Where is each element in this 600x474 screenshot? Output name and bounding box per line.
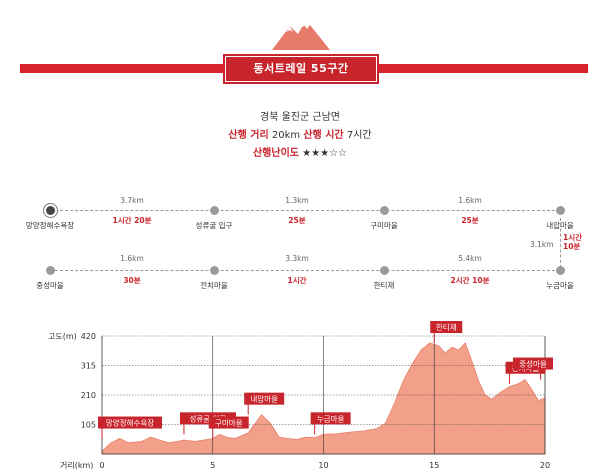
elevation-label: 망양정해수욕장 <box>106 418 154 428</box>
route-node-start <box>46 206 55 215</box>
label-box <box>244 392 285 405</box>
segment-distance: 1.3km <box>285 196 309 205</box>
difficulty-label: 산행난이도 <box>252 148 299 159</box>
elevation-label: 성류굴 입구 <box>190 414 227 423</box>
route-node-label: 구미마을 <box>370 221 398 230</box>
segment-time: 25분 <box>461 216 479 225</box>
segment-distance: 5.4km <box>458 254 482 263</box>
route-node <box>210 266 219 275</box>
route-node-label: 전치마을 <box>200 281 228 290</box>
x-tick-label: 15 <box>429 461 439 470</box>
route-node <box>556 206 565 215</box>
route-connector <box>560 218 561 268</box>
segment-distance: 3.7km <box>120 196 144 205</box>
segment-distance: 3.3km <box>285 254 309 263</box>
route-node <box>46 266 55 275</box>
connector-distance: 3.1km <box>530 240 554 249</box>
route-node-label: 중성마을 <box>36 281 64 290</box>
segment-time: 1시간 20분 <box>112 216 152 225</box>
label-box <box>310 412 351 425</box>
elevation-label: 구미마을 <box>215 419 243 428</box>
route-line-1 <box>50 210 560 211</box>
y-tick-label: 105 <box>81 421 96 430</box>
elevation-chart: 105 210 315 420 0 5 10 15 20 고도(m) 거리(km) 망양정해수욕장 성류… <box>48 321 553 470</box>
label-box <box>98 416 162 429</box>
y-tick-label: 210 <box>81 391 96 400</box>
route-node <box>556 266 565 275</box>
x-tick-label: 20 <box>540 461 550 470</box>
section-title: 동서트레일 55구간 <box>223 54 379 84</box>
elevation-label: 누금마을 <box>317 414 345 423</box>
time-label: 산행 시간 <box>303 130 344 141</box>
x-tick-label: 10 <box>318 461 328 470</box>
distance-value: 20km <box>271 130 301 141</box>
route-node <box>380 266 389 275</box>
elevation-label: 내압마을 <box>250 395 278 404</box>
connector-time: 1시간 10분 <box>563 233 583 251</box>
route-node <box>210 206 219 215</box>
route-node-label: 한티재 <box>373 281 395 290</box>
segment-distance: 1.6km <box>458 196 482 205</box>
route-node-label: 성류굴 입구 <box>195 221 233 230</box>
mountain-icon <box>272 20 330 50</box>
x-axis-label: 거리(km) <box>60 461 93 470</box>
segment-time: 2시간 10분 <box>450 276 490 285</box>
x-tick-label: 0 <box>99 461 104 470</box>
segment-distance: 1.6km <box>120 254 144 263</box>
elevation-label: 중성마을 <box>519 360 547 369</box>
x-tick-label: 5 <box>210 461 215 470</box>
label-box <box>430 321 463 334</box>
route-node-label: 누금마을 <box>546 281 574 290</box>
distance-label: 산행 거리 <box>228 130 269 141</box>
difficulty-line: 산행난이도 ★★★☆☆ <box>0 144 600 159</box>
segment-time: 30분 <box>123 276 141 285</box>
label-box <box>208 416 249 429</box>
location-text: 경북 울진군 근남면 <box>260 112 340 123</box>
y-tick-label: 420 <box>81 332 96 341</box>
segment-time: 1시간 <box>287 276 307 285</box>
y-tick-label: 315 <box>81 362 96 371</box>
y-axis-label: 고도(m) <box>48 332 77 341</box>
route-node <box>380 206 389 215</box>
label-box <box>513 357 553 370</box>
elevation-label: 한티재 <box>436 323 457 332</box>
segment-time: 25분 <box>288 216 306 225</box>
difficulty-stars: ★★★☆☆ <box>302 148 347 159</box>
distance-time-line: 산행 거리 20km 산행 시간 7시간 <box>0 126 600 141</box>
time-value: 7시간 <box>346 130 372 141</box>
route-line-2 <box>50 270 560 271</box>
route-node-label: 망양정해수욕장 <box>25 221 75 230</box>
